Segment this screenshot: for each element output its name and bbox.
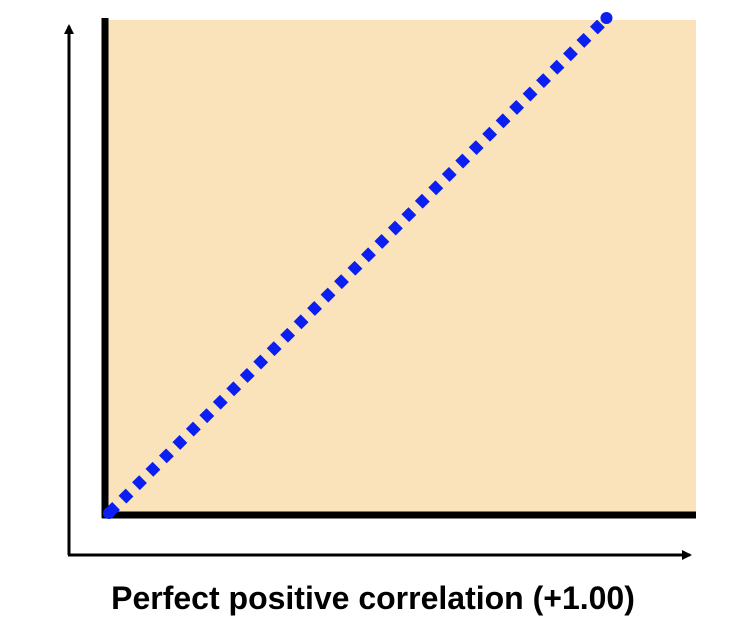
- data-point: [600, 12, 613, 24]
- chart-title: Perfect positive correlation (+1.00): [111, 580, 635, 616]
- plot-area: [103, 20, 696, 514]
- data-point: [103, 507, 115, 519]
- series-layer: [103, 12, 613, 519]
- series-line-0: [105, 14, 611, 517]
